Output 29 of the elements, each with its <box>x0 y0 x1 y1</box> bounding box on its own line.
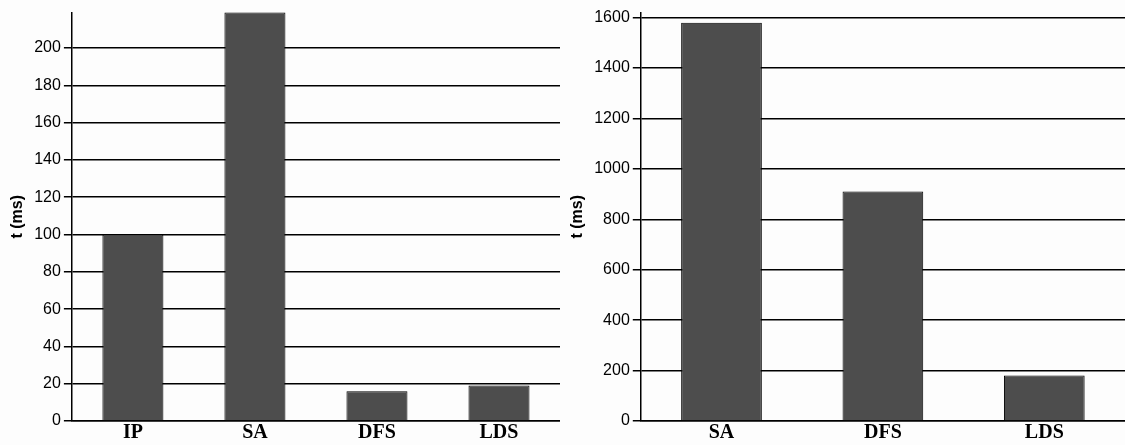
y-tick-label: 200 <box>603 360 630 378</box>
y-tick-label: 0 <box>51 411 61 429</box>
x-tick-label: SA <box>242 420 269 443</box>
y-axis-title: t (ms) <box>8 195 26 239</box>
x-tick-label: DFS <box>358 420 396 443</box>
x-tick-label: IP <box>122 420 143 443</box>
y-tick-label: 80 <box>43 262 61 280</box>
y-tick-label: 200 <box>34 38 61 56</box>
y-tick-label: 100 <box>34 224 61 242</box>
y-tick-label: 400 <box>603 310 630 328</box>
y-tick-label: 1200 <box>594 108 630 126</box>
y-tick-label: 1400 <box>594 58 630 76</box>
y-tick-label: 1600 <box>594 8 630 26</box>
x-tick-label: LDS <box>479 420 519 443</box>
y-tick-label: 120 <box>34 187 61 205</box>
y-tick-label: 800 <box>603 209 630 227</box>
y-tick-label: 60 <box>43 299 61 317</box>
y-tick-label: 180 <box>34 75 61 93</box>
x-tick-label: DFS <box>864 420 902 443</box>
x-tick-label: SA <box>708 420 735 443</box>
y-tick-label: 20 <box>43 374 61 392</box>
y-tick-label: 1000 <box>594 159 630 177</box>
y-tick-label: 160 <box>34 113 61 131</box>
y-tick-label: 600 <box>603 260 630 278</box>
x-tick-label: LDS <box>1024 420 1064 443</box>
y-axis-title: t (ms) <box>568 195 586 239</box>
y-tick-label: 140 <box>34 150 61 168</box>
y-tick-label: 0 <box>620 411 630 429</box>
y-tick-label: 40 <box>43 336 61 354</box>
